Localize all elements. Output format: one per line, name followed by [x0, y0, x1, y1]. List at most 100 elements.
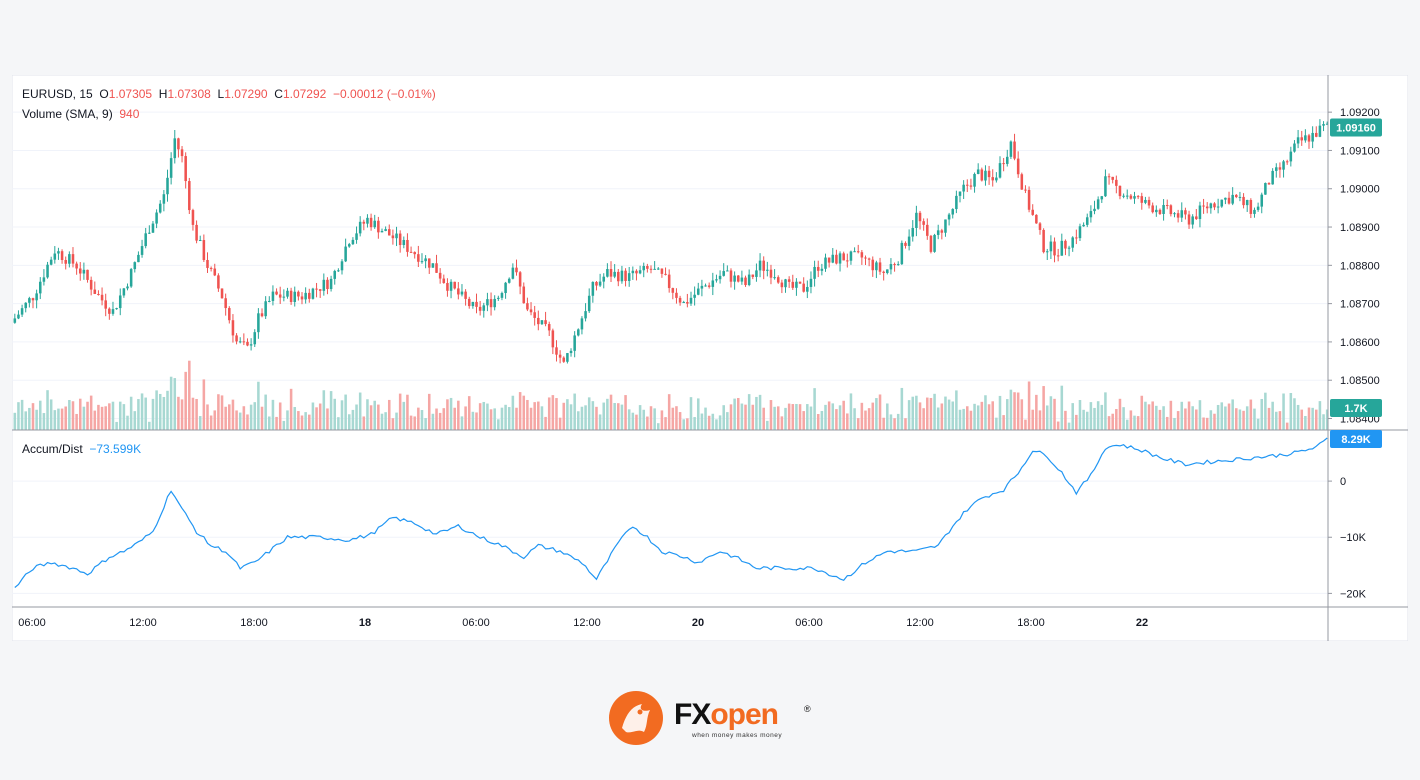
candle-body	[253, 332, 257, 345]
candle-body	[427, 258, 431, 268]
volume-bar	[820, 410, 824, 430]
volume-bar	[1260, 398, 1264, 430]
candle-body	[1100, 196, 1104, 200]
volume-bar	[842, 400, 845, 430]
candle-body	[835, 254, 838, 264]
candle-body	[151, 223, 155, 233]
candle-body	[148, 232, 151, 234]
candle-body	[20, 308, 24, 315]
candle-body	[1260, 194, 1264, 207]
volume-bar	[624, 395, 627, 430]
volume-bar	[940, 403, 944, 430]
volume-bar	[795, 403, 798, 430]
candle-body	[813, 266, 816, 279]
brand-fx: FX	[674, 698, 711, 731]
volume-bar	[177, 396, 180, 430]
last-price-badge: 1.09160	[1336, 122, 1376, 134]
chart-canvas[interactable]: 1.09200 1.09100 1.09000 1.08900 1.08800 1.087…	[12, 75, 1408, 641]
ad-tick-label: 0	[1340, 476, 1346, 488]
candle-body	[551, 330, 555, 348]
volume-bar	[17, 402, 20, 430]
candle-body	[493, 298, 496, 308]
candle-body	[464, 291, 467, 299]
volume-bar	[162, 396, 166, 430]
volume-bar	[518, 392, 522, 430]
change-pct: (−0.01%)	[386, 87, 436, 101]
candle-body	[1184, 210, 1187, 215]
volume-bar	[951, 401, 955, 430]
volume-bar	[1289, 392, 1293, 430]
candle-body	[751, 274, 755, 277]
volume-bar	[395, 412, 398, 430]
candle-body	[936, 230, 940, 235]
candle-body	[268, 300, 271, 302]
candle-body	[457, 288, 460, 295]
brand-open: open	[710, 698, 779, 731]
volume-bar	[333, 398, 337, 430]
candle-body	[991, 177, 995, 181]
volume-bar	[776, 406, 780, 430]
volume-bar	[987, 404, 991, 430]
candle-body	[42, 277, 46, 282]
volume-bar	[387, 399, 391, 430]
candle-body	[842, 253, 845, 261]
volume-bar	[300, 415, 304, 430]
volume-bar	[809, 406, 813, 430]
volume-bar	[231, 399, 235, 430]
candle-body	[613, 271, 616, 277]
volume-bar	[173, 378, 177, 430]
candle-body	[711, 280, 715, 287]
candle-body	[64, 259, 67, 264]
candle-body	[297, 291, 300, 297]
candle-body	[598, 281, 602, 286]
volume-bar	[249, 404, 253, 430]
candle-body	[926, 224, 929, 236]
candle-body	[191, 210, 195, 225]
candle-body	[1271, 170, 1274, 185]
candle-body	[627, 273, 631, 282]
ad-last-badge-bg	[1330, 430, 1382, 448]
volume-bar	[1300, 409, 1304, 430]
candle-body	[217, 275, 220, 289]
candle-body	[1122, 195, 1125, 197]
candle-body	[722, 271, 725, 276]
volume-bar	[318, 403, 322, 430]
volume-bar	[682, 419, 685, 430]
volume-bar	[1224, 406, 1227, 430]
volume-bars	[13, 360, 1329, 430]
brand-registered: ®	[804, 704, 811, 714]
candle-body	[569, 350, 573, 354]
candle-body	[1191, 216, 1194, 225]
candle-body	[93, 289, 97, 294]
candle-body	[162, 194, 166, 204]
candle-body	[758, 260, 762, 271]
volume-bar	[1071, 403, 1074, 430]
volume-bar	[620, 404, 624, 430]
candle-body	[28, 298, 31, 303]
candle-body	[1169, 205, 1173, 215]
volume-bar	[122, 404, 126, 430]
volume-bar	[489, 409, 493, 430]
volume-bar	[522, 395, 526, 430]
candle-body	[933, 234, 936, 252]
candle-body	[1035, 214, 1038, 224]
candle-body	[355, 233, 358, 240]
volume-bar	[736, 397, 740, 430]
candle-body	[686, 302, 689, 304]
candle-body	[1024, 189, 1027, 191]
volume-bar	[1209, 410, 1213, 430]
volume-bar	[875, 398, 878, 430]
volume-bar	[675, 406, 678, 430]
volume-bar	[86, 401, 89, 430]
chart-frame[interactable]: 1.09200 1.09100 1.09000 1.08900 1.08800 1.087…	[12, 75, 1408, 641]
volume-bar	[613, 402, 616, 430]
volume-bar	[402, 401, 406, 430]
close-label: C	[274, 87, 283, 101]
volume-bar	[740, 403, 744, 430]
volume-bar	[202, 379, 206, 430]
last-price-badge-bg	[1330, 118, 1382, 137]
volume-bar	[57, 408, 60, 430]
candle-body	[787, 279, 791, 282]
volume-bar	[257, 381, 260, 430]
volume-bar	[111, 401, 115, 430]
